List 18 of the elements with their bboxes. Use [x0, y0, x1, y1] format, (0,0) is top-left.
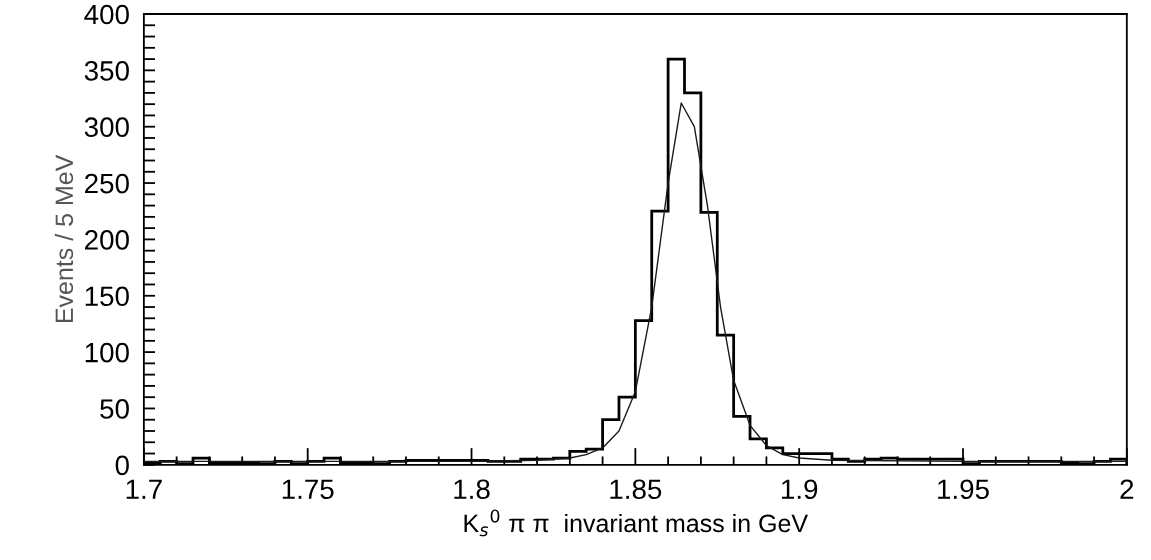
- y-tick-label: 50: [100, 399, 129, 419]
- y-tick-label: 100: [85, 342, 129, 363]
- y-tick-label: 350: [84, 61, 129, 81]
- y-tick-label: 250: [85, 173, 129, 194]
- x-tick-label: 1.9: [781, 479, 818, 500]
- x-tick-label: 1.8: [454, 479, 490, 500]
- x-axis-title: K$_{s}$$^{0}$ π π invariant mass in GeV: [464, 509, 808, 537]
- x-tick-label: 2: [1120, 479, 1134, 499]
- x-tick-label: 1.95: [938, 479, 989, 500]
- y-axis-title: Events / 5 MeV: [54, 154, 74, 323]
- x-tick-label: 1.7: [126, 479, 162, 499]
- y-tick-label: 150: [85, 286, 129, 307]
- x-tick-label: 1.75: [282, 479, 334, 500]
- y-tick-label: 0: [115, 455, 129, 476]
- y-tick-label: 300: [84, 117, 129, 138]
- x-tick-label: 1.85: [610, 479, 662, 500]
- y-tick-label: 400: [84, 4, 129, 25]
- y-tick-label: 200: [85, 230, 129, 250]
